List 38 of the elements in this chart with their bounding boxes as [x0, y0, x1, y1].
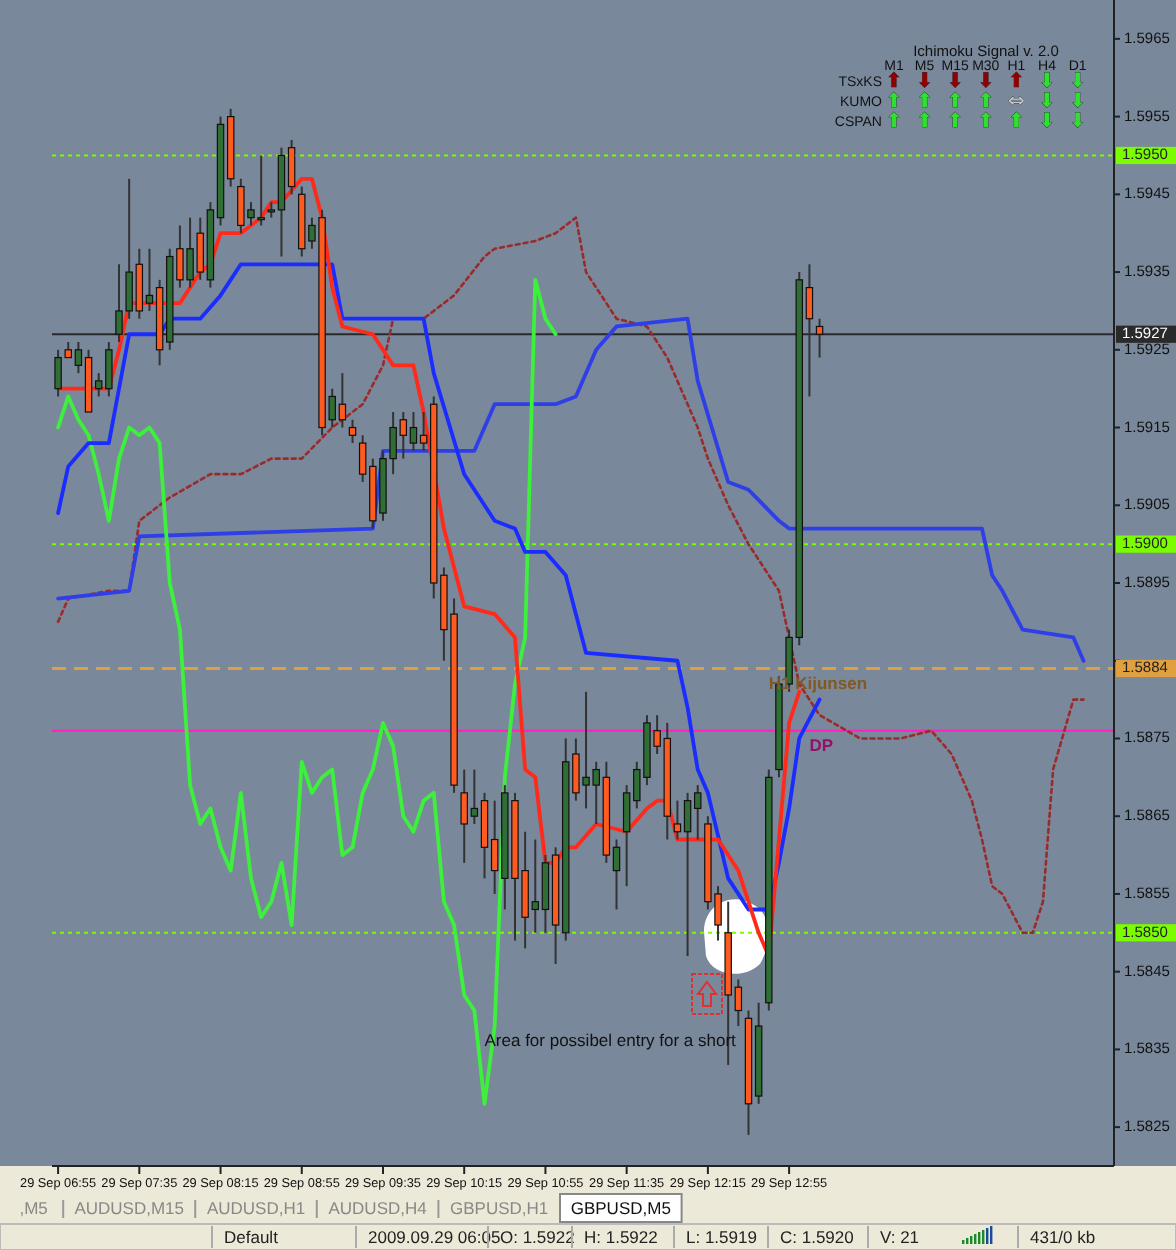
text: ⬇: [1069, 91, 1086, 114]
text: L: 1.5919: [686, 1226, 758, 1247]
line-series: [56, 216, 1085, 935]
text: ⬆: [977, 111, 995, 134]
text: ⬇: [1038, 91, 1056, 114]
text: GBPUSD,H1: [450, 1197, 549, 1218]
text: AUDUSD,H1: [206, 1197, 306, 1218]
text: ⬆: [1008, 71, 1025, 94]
text: 2009.09.29 06:05: [368, 1226, 501, 1247]
text: Default: [224, 1226, 280, 1247]
text: ⇔: [1008, 91, 1025, 114]
text: ⬇: [977, 71, 995, 94]
text: V: 21: [880, 1226, 920, 1247]
text: ⬆: [977, 91, 995, 114]
text: ⬆: [916, 111, 933, 134]
text: ⬇: [1038, 71, 1056, 94]
text: ⬇: [1038, 111, 1056, 134]
text: 431/0 kb: [1030, 1226, 1096, 1247]
text: H: 1.5922: [584, 1226, 659, 1247]
text: ⬇: [1069, 71, 1086, 94]
text: ⬆: [885, 71, 903, 94]
text: AUDUSD,M15: [74, 1197, 185, 1218]
annotation: DP: [809, 734, 834, 755]
text: GBPUSD,M5: [570, 1197, 672, 1218]
text: ⬆: [946, 91, 964, 114]
candlestick: [348, 418, 357, 445]
text: ⬆: [1008, 111, 1025, 134]
text: ⬆: [885, 111, 903, 134]
text: ⬇: [916, 71, 933, 94]
text: AUDUSD,H4: [328, 1197, 428, 1218]
text: ⬆: [885, 91, 903, 114]
text: ⬇: [946, 71, 964, 94]
text: ⬆: [916, 91, 933, 114]
text: C: 1.5920: [780, 1226, 855, 1247]
text: ,M5: [19, 1197, 49, 1218]
line-series: [56, 316, 1086, 663]
text: ⬇: [1069, 111, 1086, 134]
text: ⬆: [946, 111, 964, 134]
